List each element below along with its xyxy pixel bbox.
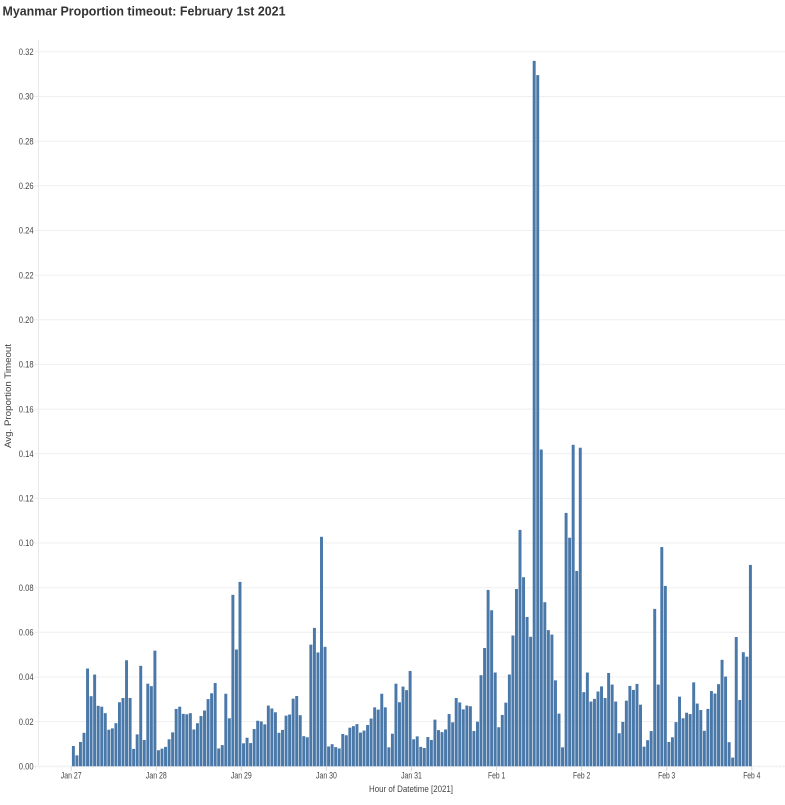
svg-text:Feb 1: Feb 1 <box>488 769 505 780</box>
svg-text:Feb 3: Feb 3 <box>658 769 675 780</box>
svg-text:Hour of Datetime [2021]: Hour of Datetime [2021] <box>369 783 453 794</box>
svg-text:Jan 31: Jan 31 <box>401 769 422 780</box>
svg-text:Jan 30: Jan 30 <box>316 769 337 780</box>
svg-text:0.28: 0.28 <box>19 135 34 146</box>
svg-text:Jan 28: Jan 28 <box>146 769 167 780</box>
svg-text:0.06: 0.06 <box>19 627 34 638</box>
svg-text:0.00: 0.00 <box>19 761 34 772</box>
svg-text:0.24: 0.24 <box>19 225 34 236</box>
svg-text:Jan 29: Jan 29 <box>231 769 252 780</box>
svg-text:0.26: 0.26 <box>19 180 34 191</box>
svg-text:0.18: 0.18 <box>19 359 34 370</box>
svg-text:Myanmar Proportion timeout: Fe: Myanmar Proportion timeout: February 1st… <box>3 4 286 19</box>
svg-text:0.12: 0.12 <box>19 493 34 504</box>
svg-text:0.30: 0.30 <box>19 91 34 102</box>
svg-text:Feb 2: Feb 2 <box>573 769 590 780</box>
svg-text:0.20: 0.20 <box>19 314 34 325</box>
svg-text:0.02: 0.02 <box>19 716 34 727</box>
svg-text:0.14: 0.14 <box>19 448 34 459</box>
svg-text:Jan 27: Jan 27 <box>61 769 82 780</box>
svg-text:0.08: 0.08 <box>19 582 34 593</box>
svg-text:0.22: 0.22 <box>19 269 34 280</box>
svg-text:Avg. Proportion Timeout: Avg. Proportion Timeout <box>2 344 13 448</box>
svg-text:Feb 4: Feb 4 <box>743 769 760 780</box>
svg-text:0.04: 0.04 <box>19 671 34 682</box>
svg-text:0.32: 0.32 <box>19 46 34 57</box>
svg-text:0.16: 0.16 <box>19 403 34 414</box>
svg-text:0.10: 0.10 <box>19 537 34 548</box>
